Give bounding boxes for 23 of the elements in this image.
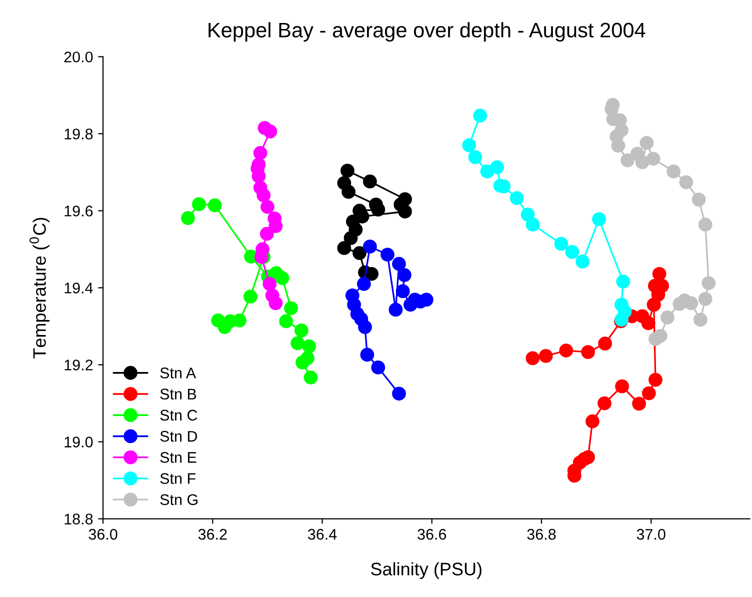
y-tick-label: 19.8: [64, 128, 93, 140]
x-tick-label: 36.6: [418, 528, 446, 540]
y-tick-label: 20.0: [64, 52, 93, 62]
y-axis-title: Temperature ($^{0}$C): [29, 218, 50, 358]
legend-label: Stn G: [160, 494, 198, 506]
y-tick-label: 19.2: [64, 360, 93, 370]
legend-label: Stn F: [160, 473, 196, 484]
x-tick-label: 36.2: [198, 528, 227, 540]
y-tick-label: 19.4: [64, 282, 93, 294]
x-tick-label: 36.8: [527, 528, 556, 540]
legend-label: Stn C: [160, 410, 198, 421]
y-tick-label: 19.0: [64, 436, 93, 448]
x-axis-title: Salinity (PSU): [371, 562, 482, 580]
x-tick-label: 36.0: [88, 528, 118, 540]
legend-label: Stn D: [160, 430, 198, 442]
legend-label: Stn E: [160, 452, 196, 463]
x-tick-label: 37.0: [636, 528, 666, 540]
x-tick-label: 36.4: [308, 528, 337, 540]
y-tick-label: 18.8: [64, 514, 93, 524]
chart-title: Keppel Bay - average over depth - August 2004: [208, 22, 646, 42]
legend-label: Stn A: [160, 368, 196, 378]
legend-label: Stn B: [160, 388, 196, 400]
y-tick-label: 19.6: [64, 206, 93, 216]
